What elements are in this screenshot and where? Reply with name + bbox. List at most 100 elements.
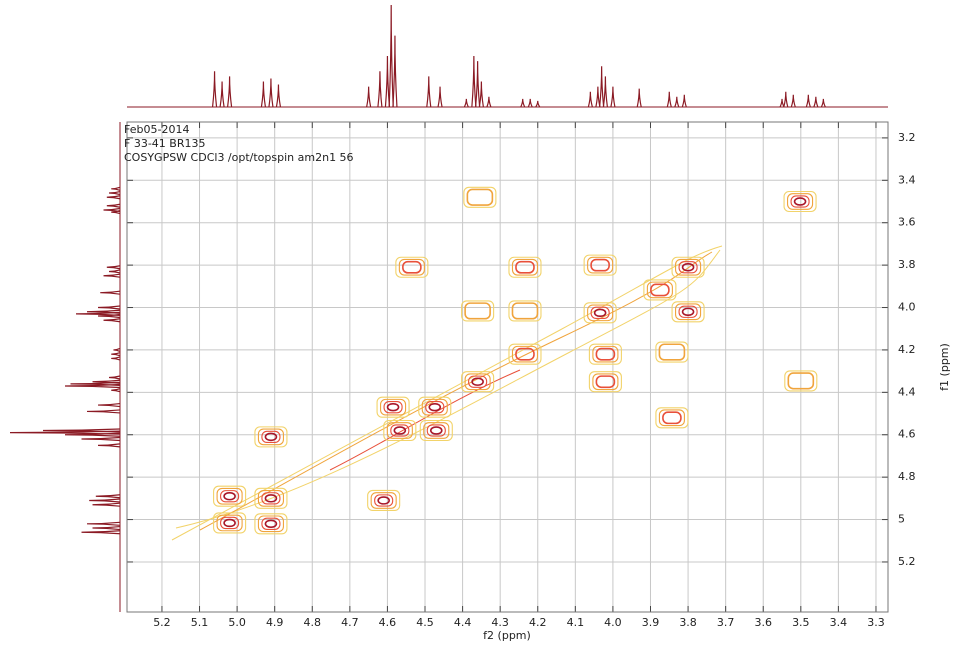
contour-ring [461, 371, 495, 393]
contour-ring [650, 283, 670, 297]
left-spectrum-peak [106, 203, 121, 208]
contour-ring [261, 517, 281, 530]
left-spectrum-peak [106, 265, 121, 270]
contour-ring [787, 193, 814, 210]
left-spectrum-peak [75, 311, 121, 316]
contour-ring [508, 343, 542, 365]
contour-ring [588, 371, 622, 393]
contour-ring [220, 490, 240, 503]
contour-ring [511, 258, 539, 276]
x-tick-label: 3.4 [830, 616, 848, 629]
cross-peak [213, 485, 247, 507]
top-spectrum-peak [426, 76, 432, 108]
contour-ring [428, 402, 442, 412]
cross-peak [463, 186, 497, 208]
header-line: Feb05-2014 [124, 123, 189, 136]
contour-ring [254, 426, 288, 448]
contour-ring [590, 258, 610, 272]
contour-ring [429, 426, 443, 435]
top-spectrum-peak [471, 55, 477, 108]
contour-ring [383, 419, 417, 442]
header-line: F 33-41 BR135 [124, 137, 205, 150]
x-tick-label: 4.3 [491, 616, 509, 629]
cross-peak [508, 256, 542, 278]
top-spectrum-peak [463, 98, 469, 108]
top-spectrum-peak [211, 71, 218, 108]
cross-peak [367, 489, 401, 512]
left-spectrum-peak [97, 443, 121, 448]
x-tick-label: 4.4 [454, 616, 472, 629]
contour-ring [425, 401, 445, 414]
contour-ring [261, 430, 281, 444]
left-spectrum-peak [103, 207, 121, 213]
contour-ring [515, 347, 535, 361]
top-spectrum-peak [388, 4, 394, 108]
y-tick-label: 4.6 [898, 428, 916, 441]
left-spectrum-peak [111, 356, 121, 361]
top-spectrum-peak [486, 96, 492, 108]
contour-ring [402, 260, 422, 274]
top-spectrum-peak [666, 91, 672, 108]
top-spectrum-peak [535, 100, 541, 108]
top-spectrum-peak [268, 78, 274, 108]
contour-ring [593, 308, 607, 318]
left-spectrum-peak [111, 186, 121, 191]
contour-ring [257, 515, 284, 533]
x-tick-label: 4.0 [604, 616, 622, 629]
x-tick-label: 4.8 [304, 616, 322, 629]
top-spectrum-peak [636, 88, 642, 108]
top-spectrum-peak [790, 94, 796, 108]
contour-ring [671, 301, 705, 323]
left-spectrum-peak [113, 347, 121, 352]
top-spectrum-peak [610, 86, 616, 108]
cross-peak [588, 343, 622, 365]
contour-ring [675, 303, 702, 321]
top-spectrum-peak [820, 98, 826, 108]
contour-ring [377, 496, 390, 505]
cross-peak [783, 190, 817, 213]
left-spectrum-peak [92, 502, 121, 507]
contour-ring [590, 306, 610, 319]
top-spectrum-peak [226, 76, 233, 108]
cross-peak [655, 341, 689, 363]
y-tick-label: 3.8 [898, 258, 916, 271]
left-spectrum-peak [86, 309, 121, 314]
top-spectrum-peak [384, 55, 391, 108]
y-tick-label: 5.2 [898, 555, 916, 568]
x-tick-label: 3.6 [754, 616, 772, 629]
ridge-contour [329, 369, 521, 471]
contour-ring [681, 263, 695, 272]
left-spectrum-peak [86, 409, 121, 414]
left-spectrum-peak [9, 430, 121, 435]
x-tick-label: 3.9 [642, 616, 660, 629]
left-spectrum-peak [89, 498, 121, 503]
contour-ring [370, 492, 397, 509]
cross-peak [419, 419, 453, 442]
contour-ring [658, 343, 686, 361]
x-tick-label: 4.7 [341, 616, 359, 629]
x-tick-label: 5.0 [228, 616, 246, 629]
cross-peak [784, 370, 818, 392]
x-tick-label: 4.1 [567, 616, 585, 629]
x-tick-label: 5.2 [153, 616, 171, 629]
left-spectrum-peak [70, 381, 121, 386]
contour-ring [426, 424, 446, 437]
contour-ring [511, 302, 539, 320]
left-spectrum-peak [86, 521, 121, 526]
contour-ring [216, 514, 243, 532]
contour-ring [587, 304, 614, 322]
cross-peak [383, 419, 417, 442]
left-spectrum-peak [108, 375, 121, 380]
contour-ring [662, 411, 682, 425]
contour-ring [463, 186, 497, 208]
left-spectrum-peak [92, 525, 121, 531]
cross-peak [643, 279, 677, 301]
x-tick-label: 3.5 [792, 616, 810, 629]
cross-peak [461, 371, 495, 393]
contour-ring [793, 197, 807, 206]
contour-ring [261, 492, 281, 505]
contour-ring [595, 375, 616, 389]
cross-peak [508, 300, 542, 322]
top-spectrum-peak [595, 86, 601, 108]
